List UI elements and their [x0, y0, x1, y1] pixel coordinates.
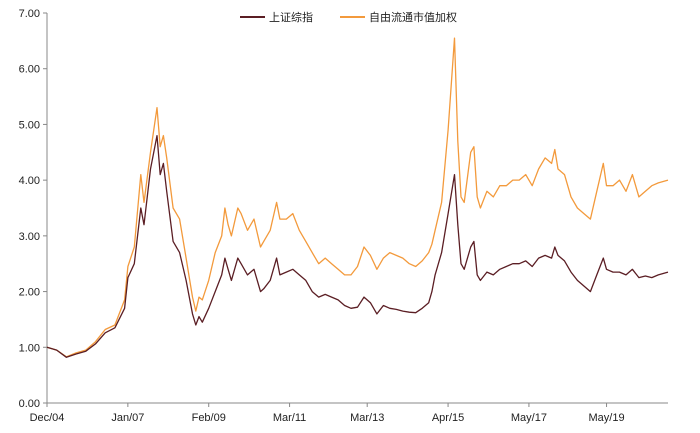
chart-axes	[46, 13, 668, 404]
y-tick-label: 6.00	[19, 64, 40, 76]
x-tick-label: May/19	[589, 412, 625, 424]
series-line-0	[46, 134, 669, 358]
x-tick-label: Apr/15	[432, 412, 464, 424]
y-tick-label: 5.00	[19, 119, 40, 131]
chart-legend: 上证综指 自由流通市值加权	[240, 10, 457, 24]
x-tick-label: May/17	[511, 412, 547, 424]
x-tick-label: Mar/11	[273, 412, 306, 424]
y-tick-label: 0.00	[19, 398, 40, 410]
y-tick-label: 4.00	[19, 175, 40, 187]
x-tick-label: Mar/13	[350, 412, 384, 424]
x-axis-ticks: Dec/04 Jan/07 Feb/09 Mar/11 Mar/13 Apr/15 May/…	[30, 403, 625, 424]
x-tick-label: Jan/07	[111, 412, 144, 424]
y-tick-label: 1.00	[19, 342, 40, 354]
legend-label-0: 上证综指	[269, 10, 313, 24]
y-axis-ticks: 0.00 1.00 2.00 3.00 4.00 5.00 6.00 7.00	[19, 8, 47, 410]
y-tick-label: 2.00	[19, 287, 40, 299]
x-tick-label: Feb/09	[192, 412, 226, 424]
y-tick-label: 7.00	[19, 8, 40, 20]
x-tick-label: Dec/04	[30, 412, 65, 424]
chart-series	[46, 37, 669, 358]
legend-label-1: 自由流通市值加权	[369, 10, 457, 24]
series-line-1	[46, 37, 669, 358]
y-tick-label: 3.00	[19, 231, 40, 243]
